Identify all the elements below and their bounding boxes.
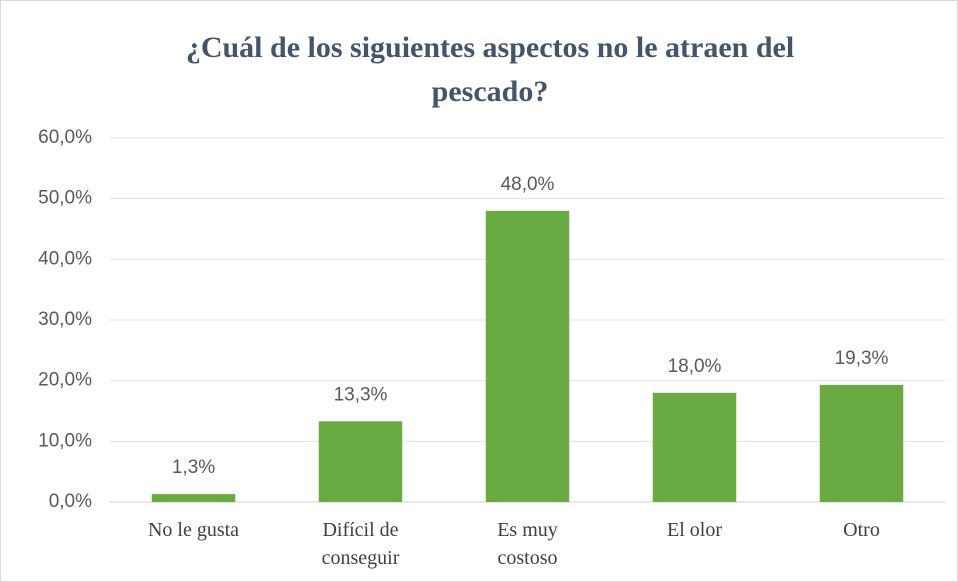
y-tick-label: 30,0% xyxy=(38,309,92,330)
value-label: 1,3% xyxy=(172,457,215,478)
bar xyxy=(151,494,236,502)
bar xyxy=(819,384,904,502)
y-tick-label: 10,0% xyxy=(38,430,92,451)
x-tick-label: Difícil de conseguir xyxy=(321,519,400,569)
y-tick-label: 40,0% xyxy=(38,248,92,269)
y-tick-label: 60,0% xyxy=(38,127,92,148)
bar xyxy=(652,392,737,502)
value-label: 13,3% xyxy=(334,384,388,405)
y-tick-label: 0,0% xyxy=(49,491,92,512)
x-tick-label: El olor xyxy=(667,519,722,541)
y-tick-label: 20,0% xyxy=(38,370,92,391)
value-label: 48,0% xyxy=(501,174,555,195)
x-tick-label: Es muy costoso xyxy=(497,519,558,569)
bar xyxy=(485,210,570,503)
value-label: 19,3% xyxy=(835,348,889,369)
x-tick-label: No le gusta xyxy=(147,519,240,541)
x-tick-label: Otro xyxy=(843,519,880,541)
chart-title: ¿Cuál de los siguientes aspectos no le a… xyxy=(185,31,795,108)
bar xyxy=(318,421,403,502)
value-label: 18,0% xyxy=(668,356,722,377)
y-tick-label: 50,0% xyxy=(38,188,92,209)
